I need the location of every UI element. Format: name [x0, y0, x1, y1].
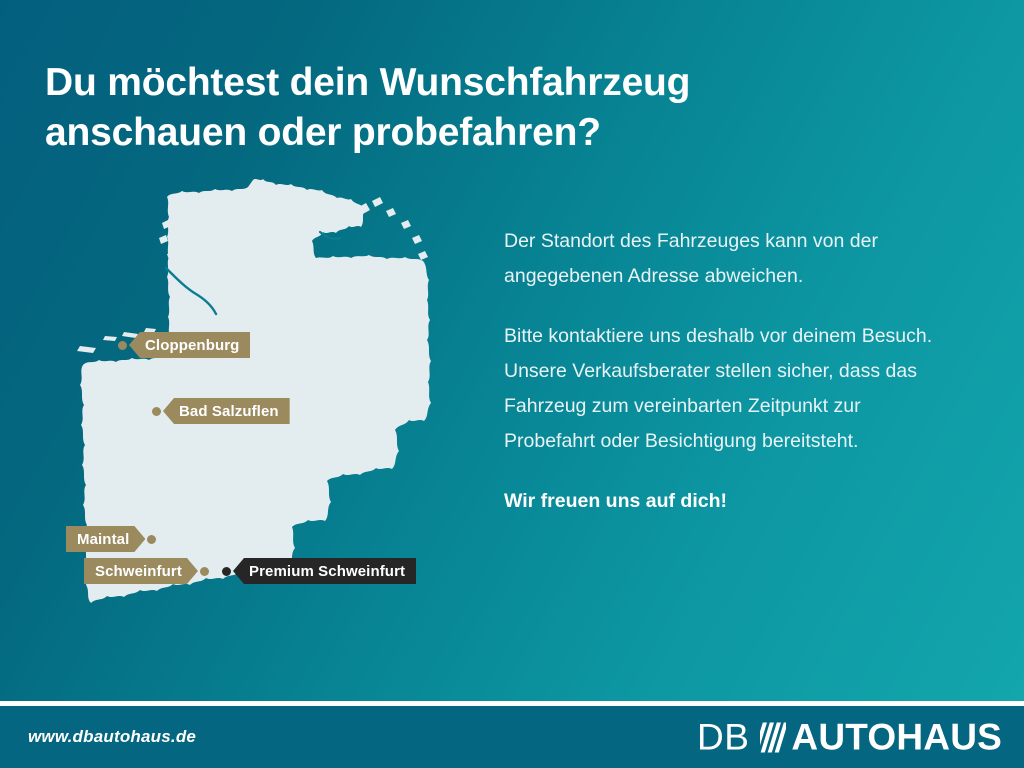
pin-dot-icon [147, 534, 157, 544]
logo-autohaus-text: AUTOHAUS [791, 716, 1002, 758]
copy-spacer [504, 458, 956, 484]
map-pin-label: Cloppenburg [129, 332, 251, 358]
copy-closing: Wir freuen uns auf dich! [504, 490, 728, 513]
footer-website-url[interactable]: www.dbautohaus.de [28, 727, 197, 746]
map-pin-maintal[interactable]: Maintal [66, 526, 157, 552]
map-pin-schweinfurt[interactable]: Schweinfurt [84, 558, 209, 584]
headline-line-2: anschauen oder probefahren? [45, 111, 601, 155]
map-pin-label: Premium Schweinfurt [233, 558, 417, 584]
map-pin-label: Bad Salzuflen [163, 398, 290, 424]
map-pin-cloppenburg[interactable]: Cloppenburg [118, 332, 251, 358]
map-pin-bad-salzuflen[interactable]: Bad Salzuflen [152, 398, 290, 424]
pin-dot-icon [199, 566, 209, 576]
diagonal-stripes-icon [760, 722, 787, 752]
pin-dot-icon [152, 406, 161, 416]
copy-spacer [504, 293, 956, 319]
headline-line-1: Du möchtest dein Wunschfahrzeug [45, 61, 691, 104]
main-panel: Cloppenburg Bad Salzuflen Maintal Schwei… [0, 0, 1024, 701]
germany-map [20, 168, 480, 701]
brand-logo[interactable]: DB AUTOHAUS [697, 719, 1002, 756]
map-pin-label: Schweinfurt [84, 558, 198, 584]
footer-bar: www.dbautohaus.de DB AUTOHAUS [0, 706, 1024, 768]
map-pin-premium-schweinfurt[interactable]: Premium Schweinfurt [222, 558, 417, 584]
pin-dot-icon [222, 566, 231, 576]
pin-dot-icon [118, 340, 127, 350]
germany-map-svg [77, 179, 431, 603]
body-copy: Der Standort des Fahrzeuges kann von der… [504, 224, 956, 519]
copy-paragraph-2: Bitte kontaktiere uns deshalb vor deinem… [504, 325, 933, 452]
copy-paragraph-1: Der Standort des Fahrzeuges kann von der… [504, 230, 878, 287]
page-title: Du möchtest dein Wunschfahrzeug anschaue… [45, 58, 875, 159]
map-pin-label: Maintal [66, 526, 145, 552]
logo-db-text: DB [697, 716, 750, 758]
